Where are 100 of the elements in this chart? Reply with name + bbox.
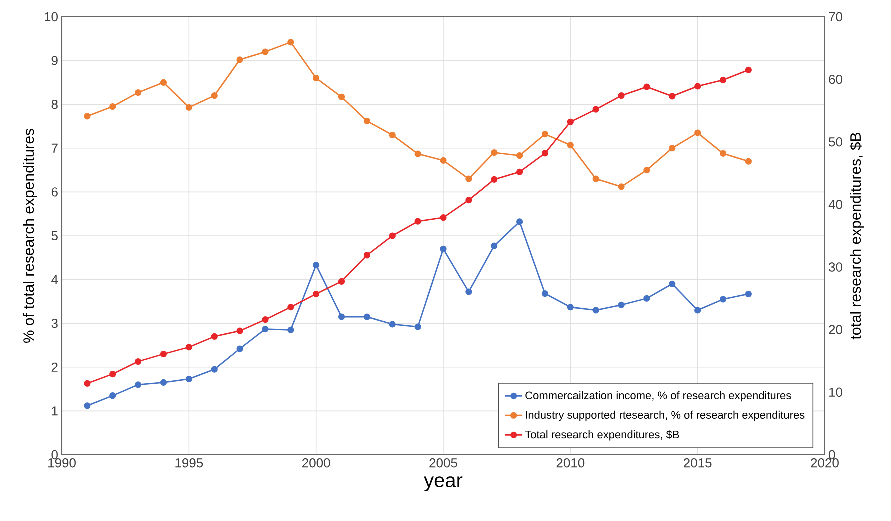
point	[491, 149, 498, 156]
point	[288, 39, 294, 46]
point	[592, 307, 600, 314]
point	[414, 324, 422, 330]
point	[414, 150, 422, 158]
point	[84, 380, 91, 387]
point	[491, 176, 498, 183]
point	[618, 184, 625, 190]
point	[745, 290, 752, 298]
point	[542, 290, 549, 298]
y-tick-label: 4	[52, 275, 58, 284]
point	[135, 89, 142, 96]
point	[186, 376, 192, 383]
y2-tick-label: 60	[829, 74, 842, 84]
point	[313, 290, 320, 298]
point	[110, 392, 116, 400]
x-tick-label: 2005	[430, 458, 458, 468]
point	[644, 166, 650, 174]
point	[160, 379, 168, 386]
point	[567, 142, 574, 149]
y2-tick-label: 10	[830, 388, 842, 398]
y2-tick-label: 30	[829, 262, 842, 272]
point	[440, 157, 447, 164]
point	[694, 307, 702, 314]
point	[720, 150, 727, 157]
point	[466, 176, 472, 182]
point	[389, 132, 396, 139]
y-tick-label: 1	[52, 406, 58, 416]
point	[491, 242, 498, 250]
x-axis-title: year	[424, 476, 463, 492]
point	[211, 366, 218, 373]
point	[669, 93, 676, 100]
x-tick-label: 2020	[811, 458, 839, 468]
point	[135, 358, 142, 366]
x-tick-label: 1995	[176, 458, 204, 468]
y-tick-label: 9	[52, 56, 58, 66]
point	[236, 56, 244, 64]
y-tick-label: 7	[52, 144, 58, 153]
point	[694, 130, 702, 136]
point	[720, 76, 727, 84]
y-tick-label: 8	[52, 100, 58, 110]
point	[389, 321, 396, 328]
point	[516, 168, 524, 176]
point	[262, 316, 269, 324]
point	[288, 304, 294, 311]
point	[364, 118, 371, 125]
point	[262, 48, 269, 56]
y-tick-label: 10	[45, 12, 58, 22]
point	[745, 158, 752, 165]
point	[338, 94, 346, 100]
point	[160, 79, 168, 86]
point	[592, 106, 600, 113]
point	[516, 218, 524, 226]
point	[364, 252, 371, 259]
point	[567, 304, 574, 311]
x-tick-label: 2010	[556, 458, 585, 468]
point	[338, 314, 346, 320]
y2-tick-label: 40	[828, 200, 842, 210]
point	[440, 246, 447, 252]
y2-tick-label: 70	[829, 12, 842, 22]
point	[135, 382, 142, 388]
point	[186, 104, 192, 111]
point	[288, 326, 294, 334]
point	[720, 296, 727, 303]
point	[313, 262, 320, 269]
y-tick-label: 5	[52, 231, 58, 241]
x-tick-label: 1990	[48, 458, 76, 468]
point	[567, 118, 574, 126]
y-tick-label: 2	[52, 362, 58, 372]
point	[389, 232, 396, 240]
point	[542, 131, 549, 138]
point	[542, 150, 549, 157]
point	[236, 328, 244, 334]
x-tick-label: 2015	[684, 458, 712, 468]
point	[618, 302, 625, 308]
point	[592, 176, 600, 182]
x-tick-label: 2000	[302, 458, 330, 468]
point	[338, 278, 346, 285]
point	[440, 214, 447, 222]
point	[618, 92, 625, 100]
y2-axis-title: total research expenditures, $B	[850, 133, 864, 340]
y-tick-label: 0	[52, 450, 58, 460]
point	[84, 402, 91, 410]
point	[211, 333, 218, 340]
point	[84, 113, 91, 120]
point	[745, 66, 752, 74]
legend-label: Commercailzation income, % of research expenditures	[526, 391, 792, 402]
point	[364, 314, 371, 320]
point	[669, 280, 676, 288]
point	[211, 92, 218, 100]
y-tick-label: 6	[52, 188, 58, 197]
point	[110, 103, 116, 110]
point	[160, 350, 168, 358]
y-axis-title: % of total research expenditures	[23, 129, 38, 344]
point	[414, 218, 422, 225]
point	[669, 145, 676, 152]
y2-tick-label: 0	[829, 450, 836, 460]
legend-label: Industry supported rtesearch, % of research expenditures	[526, 410, 805, 422]
point	[644, 84, 650, 90]
point	[110, 370, 116, 378]
